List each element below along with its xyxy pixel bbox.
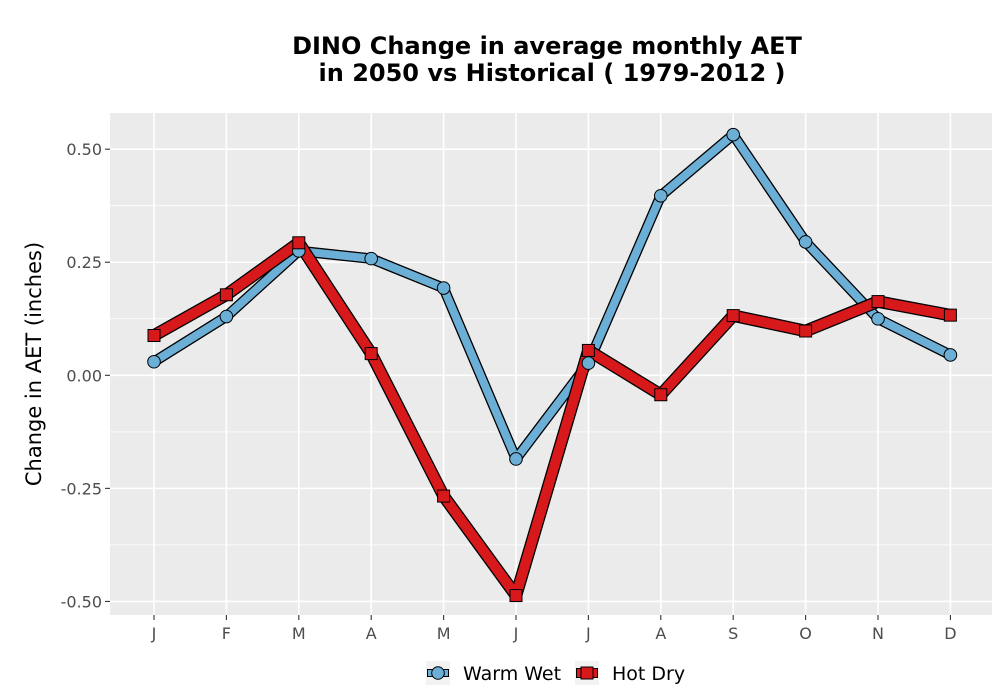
y-tick-label: -0.25 <box>61 479 102 498</box>
chart-title-line2: in 2050 vs Historical ( 1979-2012 ) <box>319 59 786 87</box>
data-point <box>147 354 161 369</box>
y-tick-label: -0.50 <box>61 592 102 611</box>
data-point <box>654 388 668 402</box>
data-point <box>871 311 885 326</box>
x-tick-label: N <box>872 624 884 643</box>
x-tick-label: M <box>292 624 306 643</box>
series-layer <box>147 127 958 603</box>
legend-key-marker <box>431 666 445 680</box>
data-point <box>581 343 595 357</box>
series-line <box>150 130 955 463</box>
legend-label: Warm Wet <box>463 663 561 685</box>
plot-panel <box>110 113 992 615</box>
y-tick-label: 0.25 <box>66 253 102 272</box>
data-point <box>799 324 813 338</box>
data-point <box>147 329 161 343</box>
data-point <box>726 127 741 142</box>
data-point <box>943 308 957 322</box>
x-tick-label: A <box>655 624 666 643</box>
x-tick-label: S <box>728 624 738 643</box>
data-point <box>726 309 740 323</box>
x-tick-label: J <box>151 624 157 643</box>
chart-title-line1: DINO Change in average monthly AET <box>292 32 802 60</box>
data-point <box>943 348 958 362</box>
series-line <box>149 237 956 601</box>
data-point <box>364 347 378 361</box>
y-tick-label: 0.00 <box>66 366 102 385</box>
y-tick-label: 0.50 <box>66 140 102 159</box>
data-point <box>292 236 306 250</box>
x-tick-label: D <box>944 624 956 643</box>
data-point <box>509 589 523 603</box>
x-tick-label: J <box>513 624 519 643</box>
data-point <box>437 489 451 503</box>
legend-key-marker <box>580 666 594 680</box>
x-tick-label: O <box>799 624 812 643</box>
x-tick-label: M <box>437 624 451 643</box>
legend-label: Hot Dry <box>612 663 685 685</box>
data-point <box>509 452 523 466</box>
y-axis-title: Change in AET (inches) <box>22 242 46 486</box>
data-point <box>436 281 451 295</box>
x-tick-label: F <box>222 624 231 643</box>
x-tick-label: J <box>585 624 591 643</box>
data-point <box>219 309 234 324</box>
y-axis: -0.50 -0.25 0.00 0.25 0.50 <box>61 140 110 611</box>
data-point <box>219 288 233 302</box>
grid-minor <box>110 205 992 546</box>
legend: Warm Wet Hot Dry <box>426 661 685 685</box>
data-point <box>581 356 596 370</box>
data-point <box>871 295 885 309</box>
data-point <box>654 188 668 203</box>
x-tick-label: A <box>366 624 377 643</box>
data-point <box>364 251 379 266</box>
data-point <box>798 235 813 249</box>
